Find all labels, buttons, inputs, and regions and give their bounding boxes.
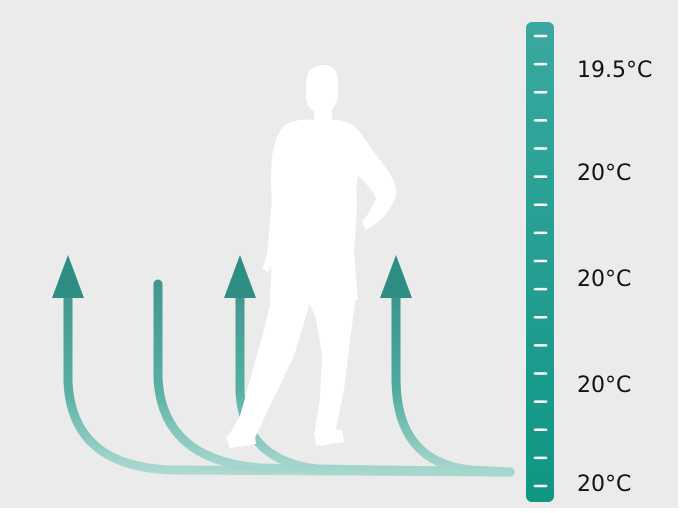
temp-label-top: 19.5°C xyxy=(577,58,653,83)
temp-label-3: 20°C xyxy=(577,267,632,292)
airflow-arrow-1 xyxy=(52,255,515,477)
temp-label-4: 20°C xyxy=(577,373,632,398)
thermometer-ticks xyxy=(533,34,548,488)
airflow-arrows xyxy=(52,255,515,477)
temperature-scale xyxy=(526,22,554,502)
temp-label-2: 20°C xyxy=(577,161,632,186)
person-silhouette-icon xyxy=(226,64,397,448)
airflow-arrow-4 xyxy=(380,255,515,477)
temp-label-bottom: 20°C xyxy=(577,472,632,497)
